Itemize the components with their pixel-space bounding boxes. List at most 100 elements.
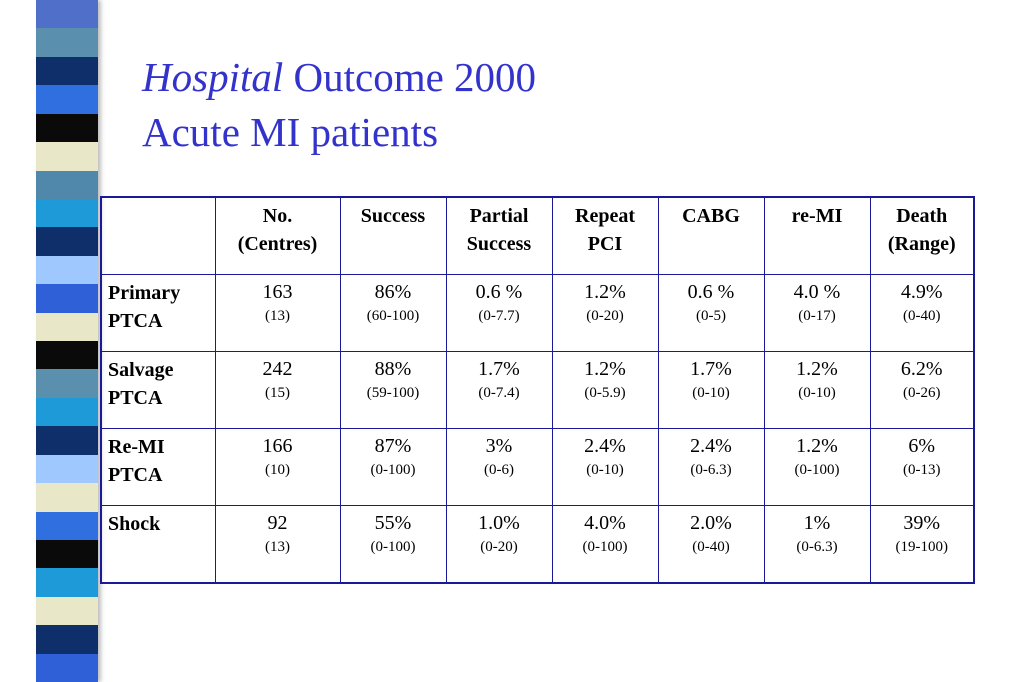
- table-cell: 6% (0-13): [869, 428, 975, 506]
- stripe-segment: [36, 56, 98, 86]
- header-partial-success: Partial Success: [445, 196, 553, 275]
- table-cell: 1.2% (0-10): [763, 351, 871, 429]
- cell-range: (0-6.3): [796, 539, 838, 555]
- stripe-segment: [36, 397, 98, 427]
- stripe-segment: [36, 0, 98, 29]
- title-line1-rest: Outcome 2000: [293, 54, 537, 100]
- stripe-segment: [36, 596, 98, 626]
- cell-value: 4.0%: [584, 512, 626, 534]
- table-row: Re-MI PTCA 166 (10) 87% (0-100) 3% (0-6) 2.4% (0-…: [100, 428, 975, 506]
- table-cell: 0.6 % (0-5): [657, 274, 765, 352]
- cell-range: (0-6): [484, 462, 514, 478]
- stripe-segment: [36, 284, 98, 313]
- stripe-segment: [36, 85, 98, 114]
- cell-value: 39%: [903, 512, 941, 534]
- cell-range: (0-100): [794, 462, 840, 478]
- cell-value: 0.6 %: [687, 281, 735, 303]
- cell-range: (10): [265, 462, 290, 478]
- stripe-segment: [36, 454, 98, 484]
- stripe-segment: [36, 568, 98, 597]
- stripe-segment: [36, 483, 98, 512]
- stripe-segment: [36, 369, 98, 398]
- cell-range: (0-20): [480, 539, 518, 555]
- cell-value: 6%: [908, 435, 936, 457]
- table-cell: 1.2% (0-20): [551, 274, 659, 352]
- cell-value: 87%: [374, 435, 412, 457]
- slide-title: Hospital Outcome 2000 Acute MI patients: [142, 50, 536, 160]
- cell-value: 2.4%: [690, 435, 732, 457]
- table-cell: 4.0 % (0-17): [763, 274, 871, 352]
- cell-range: (0-10): [798, 385, 836, 401]
- cell-value: 2.0%: [690, 512, 732, 534]
- table-cell: 87% (0-100): [339, 428, 447, 506]
- table-cell: 1.7% (0-7.4): [445, 351, 553, 429]
- cell-range: (0-40): [903, 308, 941, 324]
- header-cabg: CABG: [657, 196, 765, 275]
- row-label: Shock: [100, 505, 216, 584]
- cell-range: (19-100): [895, 539, 949, 555]
- decorative-stripe-bar: [36, 0, 98, 682]
- header-re-mi: re-MI: [763, 196, 871, 275]
- stripe-segment: [36, 511, 98, 541]
- table-row: Shock 92 (13) 55% (0-100) 1.0% (0-20) 4.0% (0-10…: [100, 505, 975, 584]
- cell-range: (59-100): [366, 385, 420, 401]
- table-cell: 2.0% (0-40): [657, 505, 765, 584]
- row-label: Re-MI PTCA: [100, 428, 216, 506]
- table-cell: 6.2% (0-26): [869, 351, 975, 429]
- cell-value: 4.0 %: [793, 281, 841, 303]
- stripe-segment: [36, 341, 98, 370]
- header-no-centres: No. (Centres): [214, 196, 341, 275]
- cell-value: 1.0%: [478, 512, 520, 534]
- stripe-segment: [36, 113, 98, 143]
- cell-value: 1.2%: [584, 281, 626, 303]
- cell-range: (0-5.9): [584, 385, 626, 401]
- stripe-segment: [36, 28, 98, 57]
- table-cell: 1.2% (0-100): [763, 428, 871, 506]
- stripe-segment: [36, 170, 98, 199]
- table-cell: 0.6 % (0-7.7): [445, 274, 553, 352]
- row-label: Primary PTCA: [100, 274, 216, 352]
- title-line2: Acute MI patients: [142, 109, 439, 155]
- cell-value: 166: [262, 435, 293, 457]
- table-cell: 242 (15): [214, 351, 341, 429]
- cell-range: (0-13): [903, 462, 941, 478]
- header-death-range: Death (Range): [869, 196, 975, 275]
- cell-value: 86%: [374, 281, 412, 303]
- table-cell: 4.0% (0-100): [551, 505, 659, 584]
- cell-range: (0-5): [696, 308, 726, 324]
- table-cell: 166 (10): [214, 428, 341, 506]
- cell-range: (0-26): [903, 385, 941, 401]
- cell-range: (0-100): [582, 539, 628, 555]
- cell-range: (13): [265, 308, 290, 324]
- table-cell: 163 (13): [214, 274, 341, 352]
- cell-range: (0-7.7): [478, 308, 520, 324]
- title-italic-word: Hospital: [142, 54, 284, 100]
- cell-range: (60-100): [366, 308, 420, 324]
- cell-value: 1.2%: [584, 358, 626, 380]
- cell-value: 1.7%: [478, 358, 520, 380]
- stripe-segment: [36, 227, 98, 256]
- table-cell: 1.2% (0-5.9): [551, 351, 659, 429]
- cell-value: 1.7%: [690, 358, 732, 380]
- table-row: Primary PTCA 163 (13) 86% (60-100) 0.6 % (0-7.7…: [100, 274, 975, 352]
- cell-range: (0-20): [586, 308, 624, 324]
- cell-range: (15): [265, 385, 290, 401]
- stripe-segment: [36, 540, 98, 569]
- cell-value: 2.4%: [584, 435, 626, 457]
- row-label: Salvage PTCA: [100, 351, 216, 429]
- table-cell: 2.4% (0-10): [551, 428, 659, 506]
- cell-value: 1.2%: [796, 358, 838, 380]
- table-cell: 92 (13): [214, 505, 341, 584]
- cell-value: 1.2%: [796, 435, 838, 457]
- table-cell: 4.9% (0-40): [869, 274, 975, 352]
- header-empty-corner: [100, 196, 216, 275]
- cell-value: 4.9%: [900, 281, 943, 303]
- cell-value: 1%: [803, 512, 831, 534]
- cell-value: 3%: [485, 435, 513, 457]
- cell-range: (0-7.4): [478, 385, 520, 401]
- stripe-segment: [36, 255, 98, 285]
- outcomes-table: No. (Centres) Success Partial Success Repe…: [100, 196, 975, 584]
- header-repeat-pci: Repeat PCI: [551, 196, 659, 275]
- cell-value: 163: [262, 281, 293, 303]
- table-cell: 39% (19-100): [869, 505, 975, 584]
